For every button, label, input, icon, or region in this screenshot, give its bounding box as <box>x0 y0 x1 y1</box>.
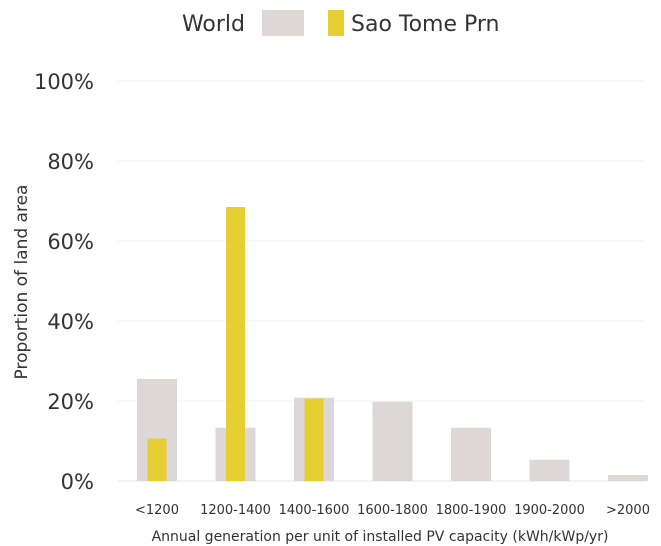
y-tick-label: 0% <box>61 470 94 494</box>
bar-world <box>372 401 413 481</box>
bar-sao-tome-prn <box>226 207 245 481</box>
x-tick-label: >2000 <box>606 503 650 518</box>
x-tick-label: 1800-1900 <box>436 503 507 518</box>
bar-world <box>529 459 570 481</box>
y-tick-label: 60% <box>47 230 94 254</box>
bar-sao-tome-prn <box>147 438 167 481</box>
x-tick-label: <1200 <box>135 503 179 518</box>
legend-label-sao-tome-prn: Sao Tome Prn <box>351 12 500 37</box>
x-tick-labels: <1200 1200-1400 1400-1600 1600-1800 1800-190… <box>135 503 650 518</box>
x-axis-label: Annual generation per unit of installed … <box>152 529 609 545</box>
bar-sao-tome-prn <box>304 398 324 481</box>
x-tick-label: 1400-1600 <box>279 503 350 518</box>
y-tick-label: 100% <box>34 70 94 94</box>
y-tick-label: 20% <box>47 390 94 414</box>
y-tick-label: 40% <box>47 310 94 334</box>
y-tick-label: 80% <box>47 150 94 174</box>
legend-swatch-sao-tome-prn <box>328 10 344 36</box>
y-tick-labels: 0% 20% 40% 60% 80% 100% <box>34 70 94 494</box>
bar-world <box>451 427 491 481</box>
x-tick-label: 1600-1800 <box>357 503 428 518</box>
legend: World Sao Tome Prn <box>182 10 500 37</box>
x-tick-label: 1900-2000 <box>514 503 585 518</box>
y-axis-label: Proportion of land area <box>12 185 32 380</box>
bar-world <box>608 475 648 481</box>
legend-label-world: World <box>182 12 245 37</box>
bars <box>137 207 648 481</box>
x-tick-label: 1200-1400 <box>200 503 271 518</box>
legend-swatch-world <box>262 10 304 36</box>
